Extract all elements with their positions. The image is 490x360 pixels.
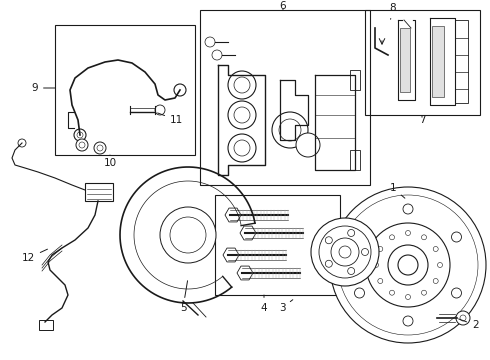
Circle shape	[174, 84, 186, 96]
Circle shape	[311, 218, 379, 286]
Bar	[365, 10, 480, 115]
Circle shape	[354, 288, 365, 298]
Circle shape	[339, 246, 351, 258]
Circle shape	[155, 105, 165, 115]
Circle shape	[390, 235, 394, 240]
Circle shape	[438, 262, 442, 267]
Bar	[455, 20, 468, 103]
Text: 6: 6	[280, 1, 286, 11]
Bar	[215, 195, 340, 295]
Circle shape	[406, 294, 411, 300]
Text: 1: 1	[390, 183, 405, 198]
Circle shape	[433, 279, 438, 284]
Bar	[200, 10, 370, 185]
Circle shape	[348, 229, 355, 237]
Circle shape	[460, 315, 466, 321]
Circle shape	[319, 226, 371, 278]
Circle shape	[228, 134, 256, 162]
Circle shape	[325, 260, 332, 267]
Bar	[400, 28, 410, 92]
Circle shape	[170, 217, 206, 253]
Circle shape	[406, 230, 411, 235]
Circle shape	[348, 267, 355, 275]
Text: 3: 3	[279, 300, 293, 313]
Circle shape	[160, 207, 216, 263]
Circle shape	[378, 279, 383, 284]
Circle shape	[212, 50, 222, 60]
Circle shape	[378, 247, 383, 252]
Circle shape	[433, 247, 438, 252]
Circle shape	[228, 71, 256, 99]
Circle shape	[74, 129, 86, 141]
Circle shape	[205, 37, 215, 47]
Circle shape	[77, 132, 83, 138]
Text: 8: 8	[390, 3, 396, 19]
Circle shape	[234, 77, 250, 93]
Circle shape	[354, 232, 365, 242]
Circle shape	[403, 204, 413, 214]
Circle shape	[279, 119, 301, 141]
Circle shape	[94, 142, 106, 154]
Circle shape	[456, 311, 470, 325]
Circle shape	[421, 290, 426, 295]
Bar	[39, 320, 53, 330]
Text: 11: 11	[158, 113, 183, 125]
Bar	[350, 150, 360, 170]
Bar	[85, 183, 113, 201]
Text: 5: 5	[180, 281, 188, 313]
Text: 9: 9	[31, 83, 55, 93]
Circle shape	[390, 290, 394, 295]
Text: 7: 7	[418, 115, 425, 125]
Text: 2: 2	[459, 319, 479, 330]
Text: 10: 10	[103, 155, 117, 168]
Text: 12: 12	[22, 249, 48, 263]
Circle shape	[76, 139, 88, 151]
Circle shape	[362, 248, 368, 256]
Circle shape	[403, 316, 413, 326]
Circle shape	[234, 107, 250, 123]
Bar	[55, 25, 195, 155]
Text: 4: 4	[261, 295, 268, 313]
Circle shape	[234, 140, 250, 156]
Circle shape	[272, 112, 308, 148]
Circle shape	[366, 223, 450, 307]
Circle shape	[228, 101, 256, 129]
Circle shape	[451, 288, 462, 298]
Circle shape	[398, 255, 418, 275]
Circle shape	[18, 139, 26, 147]
Circle shape	[388, 245, 428, 285]
Circle shape	[373, 262, 378, 267]
Circle shape	[451, 232, 462, 242]
Circle shape	[330, 187, 486, 343]
Bar	[350, 70, 360, 90]
Circle shape	[296, 133, 320, 157]
Circle shape	[421, 235, 426, 240]
Circle shape	[97, 145, 103, 151]
Circle shape	[325, 237, 332, 244]
Bar	[432, 26, 444, 97]
Circle shape	[331, 238, 359, 266]
Circle shape	[79, 142, 85, 148]
